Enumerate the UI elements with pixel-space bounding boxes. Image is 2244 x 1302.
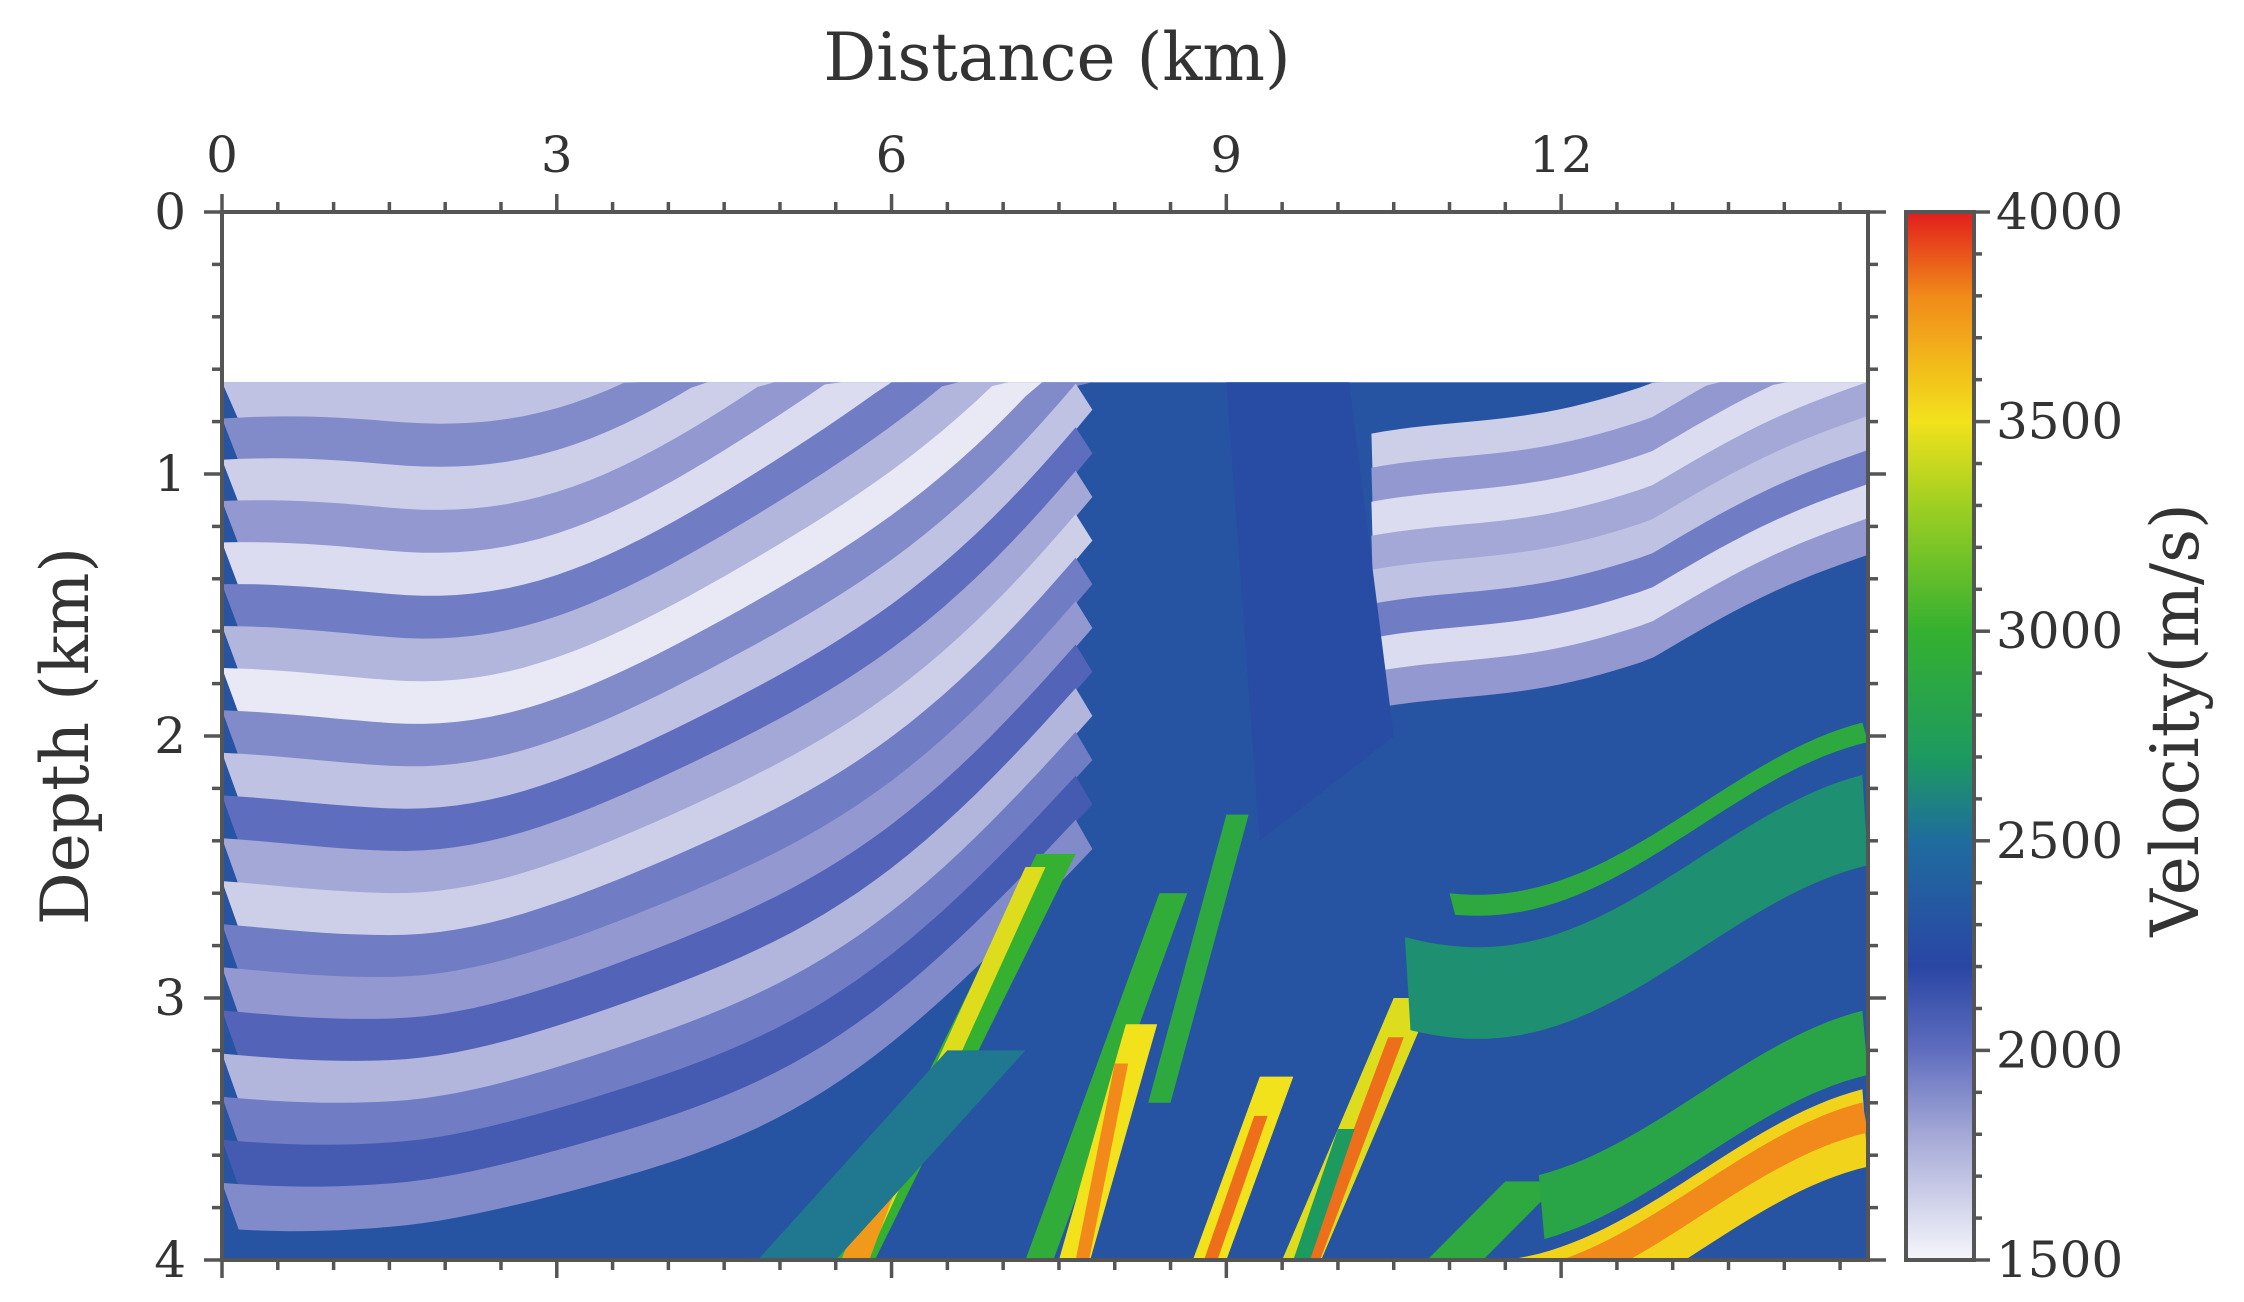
right-band-0 [1371,382,1868,471]
y-tick-label: 1 [154,445,186,503]
right-band-3 [1371,382,1868,573]
x-tick-label: 3 [541,126,573,184]
colorbar-frame [1904,210,1976,1262]
y-tick-label-group: 0 1 2 3 4 [154,183,186,1289]
y-axis-title: Depth (km) [27,547,104,925]
lower-right-layer-2 [1538,1010,1868,1240]
lower-right-layer-3 [1505,1089,1868,1260]
lower-right-layer-4 [1561,1102,1868,1260]
colorbar-tick-label: 4000 [1996,183,2123,241]
lower-right-layer-0 [1404,774,1868,1039]
right-band-7 [1371,518,1868,709]
x-tick-label: 0 [206,126,238,184]
x-tick-label-group: 0 3 6 9 12 [206,126,1593,184]
fast-layer-5 [1075,1063,1129,1260]
sediment-band-17 [222,731,1093,1148]
sediment-band-10 [222,427,1093,854]
right-band-5 [1371,450,1868,641]
colorbar-tick-label: 2000 [1996,1021,2123,1079]
y-tick-label: 0 [154,183,186,241]
velocity-model-layers [222,382,1868,1260]
diapir-column [1226,382,1394,841]
y-tick-label: 2 [154,707,186,765]
colorbar-tick-label: 1500 [1996,1231,2123,1289]
x-axis-title: Distance (km) [823,19,1290,96]
fast-layer-13 [757,1050,1026,1260]
sediment-band-2 [222,382,1093,513]
sediment-band-1 [222,382,1093,470]
sediment-band-8 [222,382,1093,769]
sediment-band-19 [222,819,1093,1232]
sediment-band-16 [222,688,1093,1106]
sediment-band-4 [222,382,1093,599]
colorbar-tick-label: 3000 [1996,602,2123,660]
sediment-band-5 [222,382,1093,642]
y-tick-group [204,210,1886,1262]
colorbar-label-group: 1500 2000 2500 3000 3500 4000 [1996,183,2123,1289]
sediment-band-18 [222,775,1093,1190]
sediment-band-14 [222,601,1093,1022]
colorbar-tick-label: 2500 [1996,812,2123,870]
sediment-band-6 [222,382,1093,684]
colorbar-tick-group [1974,210,1990,1262]
fast-layer-6 [1148,814,1249,1103]
y-tick-label: 4 [154,1231,186,1289]
right-band-2 [1371,382,1868,539]
x-tick-label: 12 [1529,126,1593,184]
right-band-4 [1371,416,1868,607]
sediment-band-9 [222,383,1093,812]
fast-layer-12 [1427,1181,1562,1260]
colorbar-gradient [1906,212,1974,1260]
fast-layer-8 [1204,1115,1268,1260]
sediment-band-3 [222,382,1093,556]
colorbar-title: Velocity(m/s) [2137,503,2214,938]
fast-layer-3 [1025,893,1188,1260]
sediment-band-15 [222,644,1093,1064]
sediment-band-7 [222,382,1093,727]
fast-layer-11 [1293,1129,1355,1260]
sediment-band-11 [222,470,1093,896]
colorbar: 1500 2000 2500 3000 3500 4000 [1904,183,2123,1289]
lower-right-layer-1 [1449,722,1868,916]
plot-area [222,382,1868,1260]
sediment-band-12 [222,514,1093,938]
right-band-6 [1371,484,1868,675]
x-tick-label: 9 [1210,126,1242,184]
sediment-band-0 [222,382,1093,427]
x-tick-label: 6 [876,126,908,184]
right-band-1 [1371,382,1868,505]
sediment-band-13 [222,557,1093,980]
y-tick-label: 3 [154,969,186,1027]
colorbar-tick-label: 3500 [1996,393,2123,451]
x-tick-group [220,194,1842,1278]
fast-layer-10 [1304,1037,1404,1260]
